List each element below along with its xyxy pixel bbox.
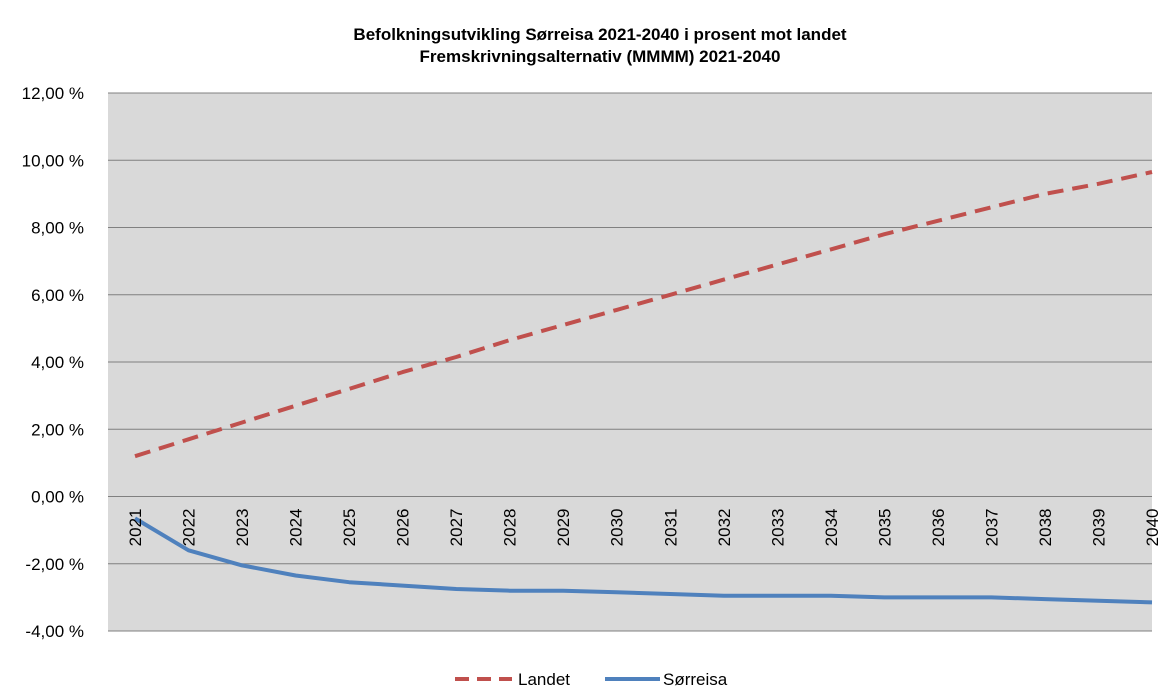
y-tick-label: 0,00 % xyxy=(31,488,84,507)
y-tick-label: -2,00 % xyxy=(25,555,84,574)
x-tick-label: 2036 xyxy=(929,509,948,547)
x-tick-label: 2032 xyxy=(715,509,734,547)
chart-subtitle: Fremskrivningsalternativ (MMMM) 2021-204… xyxy=(420,47,781,66)
x-tick-label: 2030 xyxy=(608,509,627,547)
x-tick-label: 2040 xyxy=(1143,509,1162,547)
x-tick-label: 2024 xyxy=(287,509,306,547)
x-tick-label: 2035 xyxy=(875,509,894,547)
chart-title: Befolkningsutvikling Sørreisa 2021-2040 … xyxy=(353,25,846,44)
x-tick-label: 2022 xyxy=(180,509,199,547)
x-tick-label: 2038 xyxy=(1036,509,1055,547)
y-tick-label: -4,00 % xyxy=(25,622,84,641)
x-tick-label: 2033 xyxy=(768,509,787,547)
y-tick-label: 6,00 % xyxy=(31,286,84,305)
gridlines xyxy=(108,92,1152,632)
y-tick-label: 4,00 % xyxy=(31,353,84,372)
x-tick-label: 2023 xyxy=(233,509,252,547)
y-tick-label: 12,00 % xyxy=(22,84,84,103)
x-tick-label: 2028 xyxy=(501,509,520,547)
x-tick-label: 2031 xyxy=(661,509,680,547)
x-tick-label: 2021 xyxy=(126,509,145,547)
legend-label-sorreisa: Sørreisa xyxy=(663,670,728,689)
series-line-landet xyxy=(134,170,1153,459)
x-axis-ticks: 2021 2022 2023 2024 2025 2026 2027 2028 2029 2030… xyxy=(126,509,1162,547)
y-tick-label: 10,00 % xyxy=(22,151,84,170)
x-tick-label: 2026 xyxy=(394,509,413,547)
x-tick-label: 2034 xyxy=(822,509,841,547)
series-line-sorreisa xyxy=(133,516,1153,605)
series-lines xyxy=(133,170,1153,605)
legend-label-landet: Landet xyxy=(518,670,570,689)
legend: Landet Sørreisa xyxy=(455,670,728,689)
x-tick-label: 2027 xyxy=(447,509,466,547)
x-tick-label: 2039 xyxy=(1090,509,1109,547)
x-tick-label: 2025 xyxy=(340,509,359,547)
y-tick-label: 8,00 % xyxy=(31,219,84,238)
x-tick-label: 2029 xyxy=(554,509,573,547)
y-tick-label: 2,00 % xyxy=(31,420,84,439)
y-axis-ticks: 12,00 % 10,00 % 8,00 % 6,00 % 4,00 % 2,00 % 0,… xyxy=(22,84,84,641)
x-tick-label: 2037 xyxy=(982,509,1001,547)
